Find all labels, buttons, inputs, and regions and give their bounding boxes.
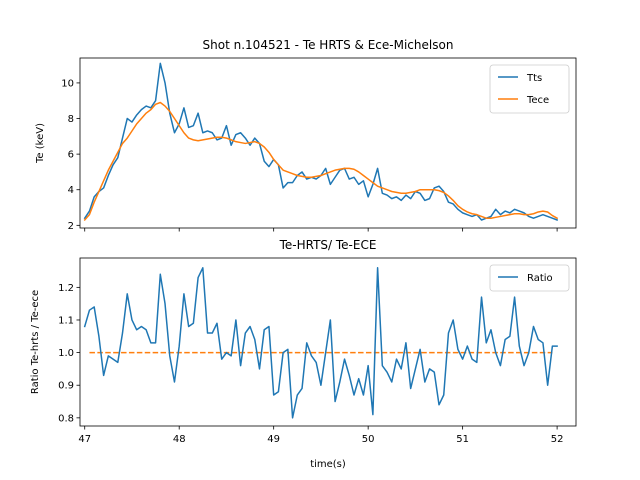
- legend-label-tece: Tece: [526, 95, 549, 106]
- legend-box-2: [489, 264, 570, 292]
- plot-frame-2: [79, 257, 577, 427]
- legend-label-ratio: Ratio: [527, 273, 553, 284]
- y-tick-label: 1.0: [58, 348, 74, 359]
- y-axis-label-1: Te (keV): [35, 123, 46, 164]
- x-tick-label: 49: [267, 434, 280, 445]
- y-tick-label: 0.8: [58, 413, 74, 424]
- y-tick-label: 0.9: [58, 381, 74, 392]
- legend-label-tts: Tts: [526, 73, 542, 84]
- y-tick-label: 6: [68, 150, 74, 161]
- chart-title-2: Te-HRTS/ Te-ECE: [279, 238, 377, 252]
- x-tick-label: 47: [78, 434, 91, 445]
- y-axis-label-2: Ratio Te-hrts / Te-ece: [30, 290, 41, 394]
- y-tick-label: 2: [68, 221, 74, 232]
- chart-panel-1: 2 4 6 8 10 Shot n.104521 - Te HRTS & Ece-Mich…: [35, 38, 577, 232]
- y-tick-label: 1.2: [58, 283, 74, 294]
- x-tick-label: 48: [173, 434, 186, 445]
- x-tick-label: 52: [551, 434, 564, 445]
- y-tick-label: 10: [61, 78, 74, 89]
- x-axis-label: time(s): [310, 459, 346, 470]
- chart-title-1: Shot n.104521 - Te HRTS & Ece-Michelson: [203, 38, 454, 52]
- x-tick-label: 50: [362, 434, 375, 445]
- series-line-ratio: [83, 267, 558, 419]
- plot-frame-1: [79, 57, 577, 229]
- y-tick-label: 8: [68, 114, 74, 125]
- x-tick-label: 51: [456, 434, 469, 445]
- y-tick-label: 4: [68, 185, 74, 196]
- series-line-tece: [83, 101, 559, 222]
- y-tick-label: 1.1: [58, 315, 74, 326]
- chart-panel-2: 47 48 49 50 51 52 0.8 0.9 1.0 1.1 1.2 Te-HRTS/ Te-E…: [30, 238, 577, 470]
